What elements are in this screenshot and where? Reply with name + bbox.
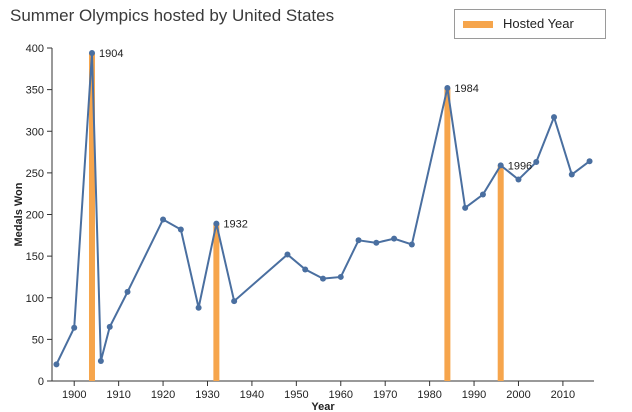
- y-tick: 150: [26, 251, 52, 263]
- data-point: [373, 239, 380, 246]
- y-tick: 350: [26, 85, 52, 97]
- y-tick-label: 0: [38, 376, 44, 388]
- y-axis-title: Medals Won: [13, 182, 25, 246]
- data-point: [337, 273, 344, 280]
- y-tick: 50: [32, 334, 52, 346]
- y-tick: 300: [26, 126, 52, 138]
- x-tick-label: 1960: [329, 389, 353, 401]
- data-point: [124, 288, 131, 295]
- data-point: [586, 158, 593, 165]
- data-point: [284, 251, 291, 258]
- hosted-bar: [213, 223, 220, 381]
- legend: Hosted Year: [454, 9, 606, 39]
- x-tick-label: 1990: [462, 389, 486, 401]
- x-tick: 2000: [506, 381, 531, 401]
- data-point: [195, 304, 202, 311]
- y-tick-label: 50: [32, 334, 44, 346]
- x-tick: 1910: [106, 381, 131, 401]
- y-tick-label: 350: [26, 85, 44, 97]
- data-point: [71, 324, 78, 331]
- data-point: [160, 216, 167, 223]
- data-point: [462, 204, 469, 211]
- hosted-bar: [444, 87, 451, 382]
- x-tick: 1990: [462, 381, 486, 401]
- data-point: [479, 191, 486, 198]
- x-tick: 1930: [195, 381, 220, 401]
- data-point: [320, 275, 326, 282]
- x-tick-label: 2000: [506, 389, 530, 401]
- x-tick-label: 1930: [195, 389, 219, 401]
- hosted-label: 1932: [223, 219, 247, 231]
- data-point: [355, 237, 362, 244]
- x-tick: 1900: [62, 381, 86, 401]
- y-tick-label: 150: [26, 251, 44, 263]
- data-point: [497, 162, 504, 169]
- y-tick: 200: [26, 210, 52, 222]
- chart-title: Summer Olympics hosted by United States: [10, 6, 335, 25]
- x-axis-title: Year: [311, 401, 335, 412]
- y-tick: 250: [26, 168, 52, 180]
- hosted-bar: [88, 52, 95, 382]
- x-tick: 1920: [151, 381, 175, 401]
- hosted-label: 1984: [454, 83, 478, 95]
- x-tick: 1980: [417, 381, 442, 401]
- data-point: [213, 220, 220, 227]
- x-tick: 1960: [329, 381, 353, 401]
- data-point: [106, 323, 113, 330]
- y-tick-label: 300: [26, 126, 44, 138]
- data-point: [568, 171, 575, 178]
- data-point: [551, 114, 558, 121]
- hosted-bars: [88, 52, 504, 382]
- legend-swatch-hosted: [463, 21, 493, 28]
- axes: 0 50 100 150 200 250 300 350 400 1900 1910 1920 1930…: [26, 43, 594, 401]
- data-point: [231, 298, 238, 305]
- data-point: [53, 361, 60, 368]
- data-point: [391, 235, 398, 242]
- y-tick: 100: [26, 293, 52, 305]
- x-tick-label: 1910: [106, 389, 130, 401]
- y-tick-label: 250: [26, 168, 44, 180]
- y-tick-label: 200: [26, 210, 44, 222]
- hosted-label: 1904: [99, 48, 123, 60]
- hosted-label: 1996: [508, 160, 532, 172]
- x-tick: 1940: [240, 381, 264, 401]
- y-tick-label: 100: [26, 293, 44, 305]
- series-line-medals: [55, 52, 591, 365]
- y-tick: 400: [26, 43, 52, 55]
- x-tick-label: 1980: [417, 389, 441, 401]
- data-point: [444, 84, 451, 91]
- data-point: [88, 49, 95, 56]
- x-tick: 2010: [551, 381, 575, 401]
- y-tick-label: 400: [26, 43, 44, 55]
- data-point: [302, 266, 309, 273]
- data-point: [533, 159, 540, 166]
- data-point: [177, 226, 184, 233]
- x-tick-label: 1950: [284, 389, 308, 401]
- x-tick: 1970: [373, 381, 397, 401]
- x-tick: 1950: [284, 381, 309, 401]
- x-tick-label: 1970: [373, 389, 397, 401]
- x-tick-label: 1940: [240, 389, 264, 401]
- x-tick-label: 1920: [151, 389, 175, 401]
- data-point: [97, 358, 104, 365]
- y-tick: 0: [38, 376, 52, 388]
- x-tick-label: 1900: [62, 389, 86, 401]
- x-tick-label: 2010: [551, 389, 575, 401]
- data-point: [515, 176, 522, 183]
- legend-label-hosted: Hosted Year: [503, 16, 574, 31]
- series-points: [53, 49, 593, 368]
- hosted-bar: [497, 165, 504, 381]
- data-point: [408, 241, 415, 248]
- hosted-annotations: 1904 1932 1984 1996: [99, 48, 532, 231]
